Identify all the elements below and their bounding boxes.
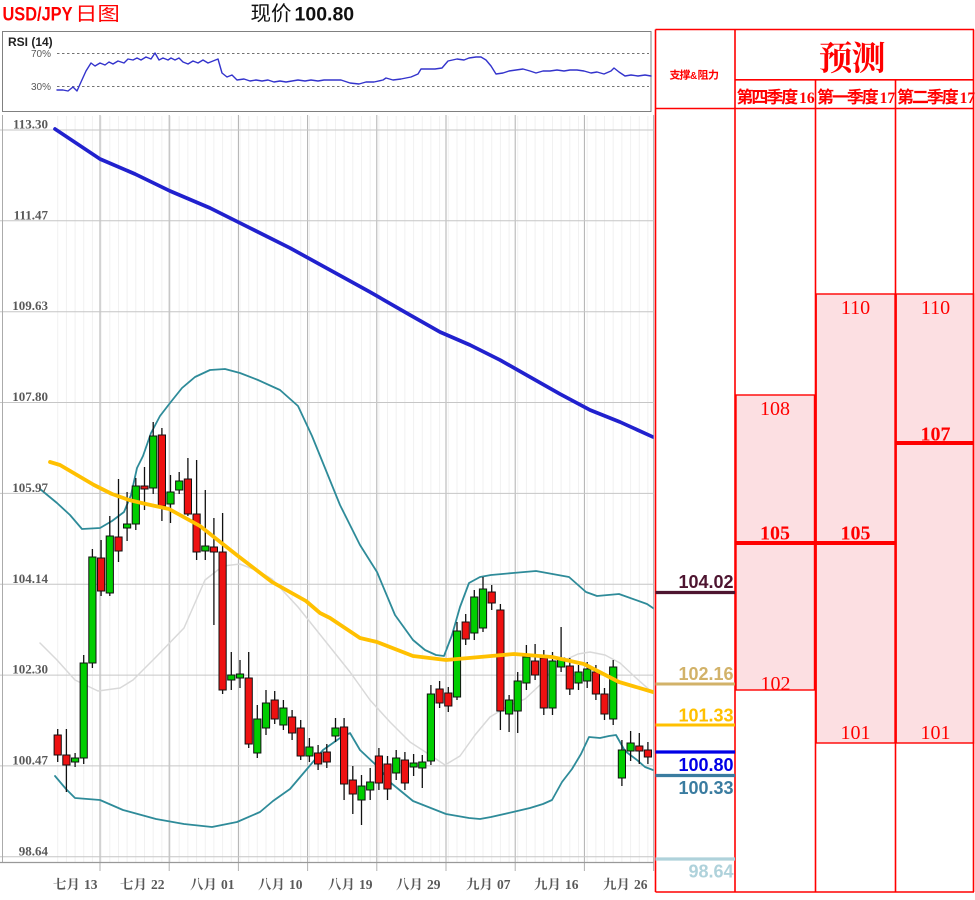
- svg-text:19: 19: [359, 877, 373, 892]
- svg-text:109.63: 109.63: [12, 298, 48, 313]
- svg-text:16: 16: [565, 877, 579, 892]
- svg-text:105.97: 105.97: [12, 480, 48, 495]
- svg-text:104.14: 104.14: [12, 571, 48, 586]
- svg-text:07: 07: [497, 877, 511, 892]
- svg-text:105: 105: [760, 523, 790, 545]
- svg-text:29: 29: [427, 877, 441, 892]
- svg-text:&: &: [690, 71, 697, 82]
- svg-text:13: 13: [84, 877, 98, 892]
- svg-text:104.02: 104.02: [678, 572, 733, 592]
- svg-text:100.80: 100.80: [678, 755, 733, 775]
- svg-text:26: 26: [634, 877, 648, 892]
- svg-text:107: 107: [921, 424, 951, 446]
- svg-text:17: 17: [960, 90, 975, 107]
- svg-text:101: 101: [841, 722, 871, 744]
- svg-text:102.16: 102.16: [678, 664, 733, 684]
- svg-text:102.30: 102.30: [12, 662, 48, 677]
- svg-text:102: 102: [761, 673, 791, 695]
- svg-text:16: 16: [799, 90, 815, 107]
- svg-text:98.64: 98.64: [19, 843, 49, 858]
- svg-text:101: 101: [921, 722, 951, 744]
- svg-text:113.30: 113.30: [13, 117, 48, 132]
- svg-text:101.33: 101.33: [678, 706, 733, 726]
- svg-text:107.80: 107.80: [12, 389, 48, 404]
- svg-text:100.47: 100.47: [12, 752, 48, 767]
- svg-text:110: 110: [841, 297, 870, 319]
- svg-text:01: 01: [221, 877, 235, 892]
- svg-text:17: 17: [880, 90, 896, 107]
- svg-text:100.33: 100.33: [678, 778, 733, 798]
- svg-text:100.80: 100.80: [295, 4, 355, 26]
- svg-text:108: 108: [760, 398, 790, 420]
- svg-text:30%: 30%: [31, 82, 51, 93]
- svg-text:110: 110: [921, 297, 950, 319]
- svg-text:USD/JPY: USD/JPY: [3, 5, 73, 26]
- svg-text:70%: 70%: [31, 49, 51, 60]
- svg-text:RSI (14): RSI (14): [8, 35, 53, 49]
- svg-text:98.64: 98.64: [688, 862, 733, 882]
- svg-text:105: 105: [841, 523, 871, 545]
- svg-text:111.47: 111.47: [14, 207, 49, 222]
- svg-text:22: 22: [151, 877, 165, 892]
- svg-text:10: 10: [289, 877, 303, 892]
